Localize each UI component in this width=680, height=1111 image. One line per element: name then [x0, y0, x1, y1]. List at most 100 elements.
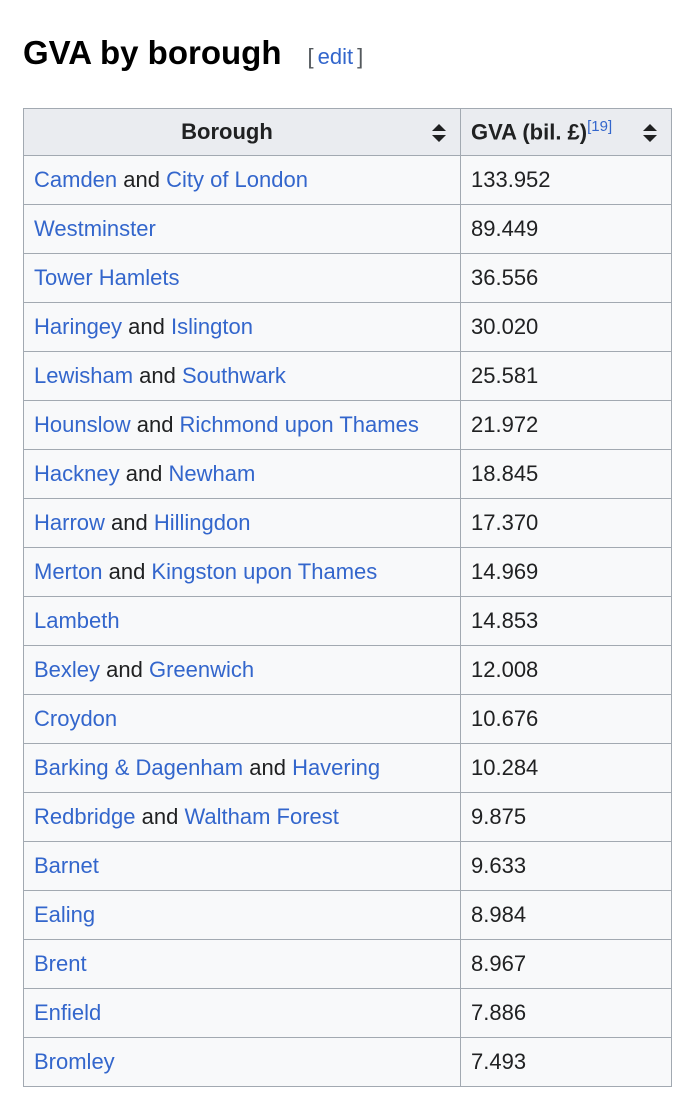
borough-link[interactable]: Waltham Forest	[184, 804, 339, 829]
borough-link[interactable]: Newham	[168, 461, 256, 486]
gva-cell: 8.967	[460, 939, 672, 989]
borough-link[interactable]: Ealing	[34, 902, 96, 927]
borough-link[interactable]: Westminster	[34, 216, 156, 241]
table-row: Croydon 10.676	[23, 694, 672, 744]
table-row: Redbridge and Waltham Forest 9.875	[23, 792, 672, 842]
sort-up-down-icon[interactable]	[432, 124, 446, 142]
gva-cell: 10.284	[460, 743, 672, 793]
borough-cell: Lewisham and Southwark	[23, 351, 461, 401]
borough-link[interactable]: Redbridge	[34, 804, 136, 829]
gva-cell: 21.972	[460, 400, 672, 450]
borough-cell: Hounslow and Richmond upon Thames	[23, 400, 461, 450]
borough-link[interactable]: Lewisham	[34, 363, 134, 388]
table-row: Lambeth 14.853	[23, 596, 672, 646]
borough-conjunction: and	[133, 363, 182, 388]
borough-link[interactable]: Enfield	[34, 1000, 102, 1025]
gva-cell: 14.853	[460, 596, 672, 646]
borough-link[interactable]: City of London	[166, 167, 308, 192]
borough-cell: Barnet	[23, 841, 461, 891]
sort-up-down-icon[interactable]	[643, 124, 657, 142]
borough-conjunction: and	[102, 559, 152, 584]
borough-link[interactable]: Barnet	[34, 853, 99, 878]
borough-conjunction: and	[100, 657, 149, 682]
gva-cell: 89.449	[460, 204, 672, 254]
table-row: Hounslow and Richmond upon Thames 21.972	[23, 400, 672, 450]
reference-link[interactable]: [19]	[587, 118, 613, 136]
gva-cell: 36.556	[460, 253, 672, 303]
borough-cell: Bromley	[23, 1037, 461, 1087]
section-title: GVA by borough	[23, 34, 282, 71]
borough-cell: Haringey and Islington	[23, 302, 461, 352]
table-row: Bexley and Greenwich 12.008	[23, 645, 672, 695]
gva-header-label: GVA (bil. £)	[471, 119, 588, 145]
gva-table: Borough GVA (bil. £)[19] Camden and City…	[23, 108, 672, 1087]
borough-link[interactable]: Southwark	[181, 363, 286, 388]
borough-cell: Bexley and Greenwich	[23, 645, 461, 695]
borough-link[interactable]: Richmond upon Thames	[179, 412, 419, 437]
borough-cell: Harrow and Hillingdon	[23, 498, 461, 548]
borough-cell: Westminster	[23, 204, 461, 254]
borough-link[interactable]: Harrow	[34, 510, 105, 535]
table-row: Camden and City of London 133.952	[23, 155, 672, 205]
borough-link[interactable]: Merton	[34, 559, 103, 584]
borough-link[interactable]: Hillingdon	[153, 510, 251, 535]
borough-conjunction: and	[104, 510, 154, 535]
gva-cell: 30.020	[460, 302, 672, 352]
borough-link[interactable]: Hounslow	[34, 412, 131, 437]
borough-link[interactable]: Croydon	[34, 706, 118, 731]
borough-link[interactable]: Greenwich	[148, 657, 255, 682]
borough-link[interactable]: Brent	[34, 951, 87, 976]
section-heading: GVA by borough [edit]	[23, 34, 363, 72]
borough-link[interactable]: Hackney	[34, 461, 120, 486]
table-row: Tower Hamlets 36.556	[23, 253, 672, 303]
gva-cell: 14.969	[460, 547, 672, 597]
borough-link[interactable]: Camden	[34, 167, 118, 192]
table-row: Bromley 7.493	[23, 1037, 672, 1087]
gva-cell: 12.008	[460, 645, 672, 695]
borough-link[interactable]: Bromley	[34, 1049, 115, 1074]
borough-link[interactable]: Kingston upon Thames	[151, 559, 378, 584]
table-row: Barnet 9.633	[23, 841, 672, 891]
borough-link[interactable]: Lambeth	[34, 608, 120, 633]
gva-cell: 18.845	[460, 449, 672, 499]
borough-cell: Merton and Kingston upon Thames	[23, 547, 461, 597]
borough-conjunction: and	[243, 755, 293, 780]
table-row: Lewisham and Southwark 25.581	[23, 351, 672, 401]
borough-cell: Croydon	[23, 694, 461, 744]
table-row: Merton and Kingston upon Thames 14.969	[23, 547, 672, 597]
borough-link[interactable]: Tower Hamlets	[34, 265, 180, 290]
borough-conjunction: and	[122, 314, 171, 339]
borough-link[interactable]: Barking & Dagenham	[34, 755, 244, 780]
borough-header-label: Borough	[181, 119, 273, 144]
table-row: Ealing 8.984	[23, 890, 672, 940]
borough-link[interactable]: Bexley	[34, 657, 101, 682]
gva-cell: 17.370	[460, 498, 672, 548]
borough-link[interactable]: Islington	[170, 314, 253, 339]
borough-link[interactable]: Havering	[292, 755, 381, 780]
borough-cell: Hackney and Newham	[23, 449, 461, 499]
borough-cell: Barking & Dagenham and Havering	[23, 743, 461, 793]
bracket-close: ]	[357, 44, 364, 69]
borough-cell: Brent	[23, 939, 461, 989]
table-row: Harrow and Hillingdon 17.370	[23, 498, 672, 548]
table-row: Haringey and Islington 30.020	[23, 302, 672, 352]
borough-link[interactable]: Haringey	[34, 314, 123, 339]
table-row: Hackney and Newham 18.845	[23, 449, 672, 499]
edit-link[interactable]: edit	[317, 44, 354, 69]
gva-cell: 9.875	[460, 792, 672, 842]
borough-cell: Enfield	[23, 988, 461, 1038]
gva-cell: 25.581	[460, 351, 672, 401]
gva-cell: 9.633	[460, 841, 672, 891]
gva-cell: 7.886	[460, 988, 672, 1038]
table-row: Barking & Dagenham and Havering 10.284	[23, 743, 672, 793]
gva-column-header[interactable]: GVA (bil. £)[19]	[460, 108, 672, 156]
borough-cell: Tower Hamlets	[23, 253, 461, 303]
gva-cell: 8.984	[460, 890, 672, 940]
header-row: Borough GVA (bil. £)[19]	[23, 108, 672, 156]
borough-conjunction: and	[135, 804, 185, 829]
gva-cell: 133.952	[460, 155, 672, 205]
borough-conjunction: and	[117, 167, 167, 192]
borough-conjunction: and	[130, 412, 180, 437]
borough-column-header[interactable]: Borough	[23, 108, 461, 156]
table-row: Westminster 89.449	[23, 204, 672, 254]
